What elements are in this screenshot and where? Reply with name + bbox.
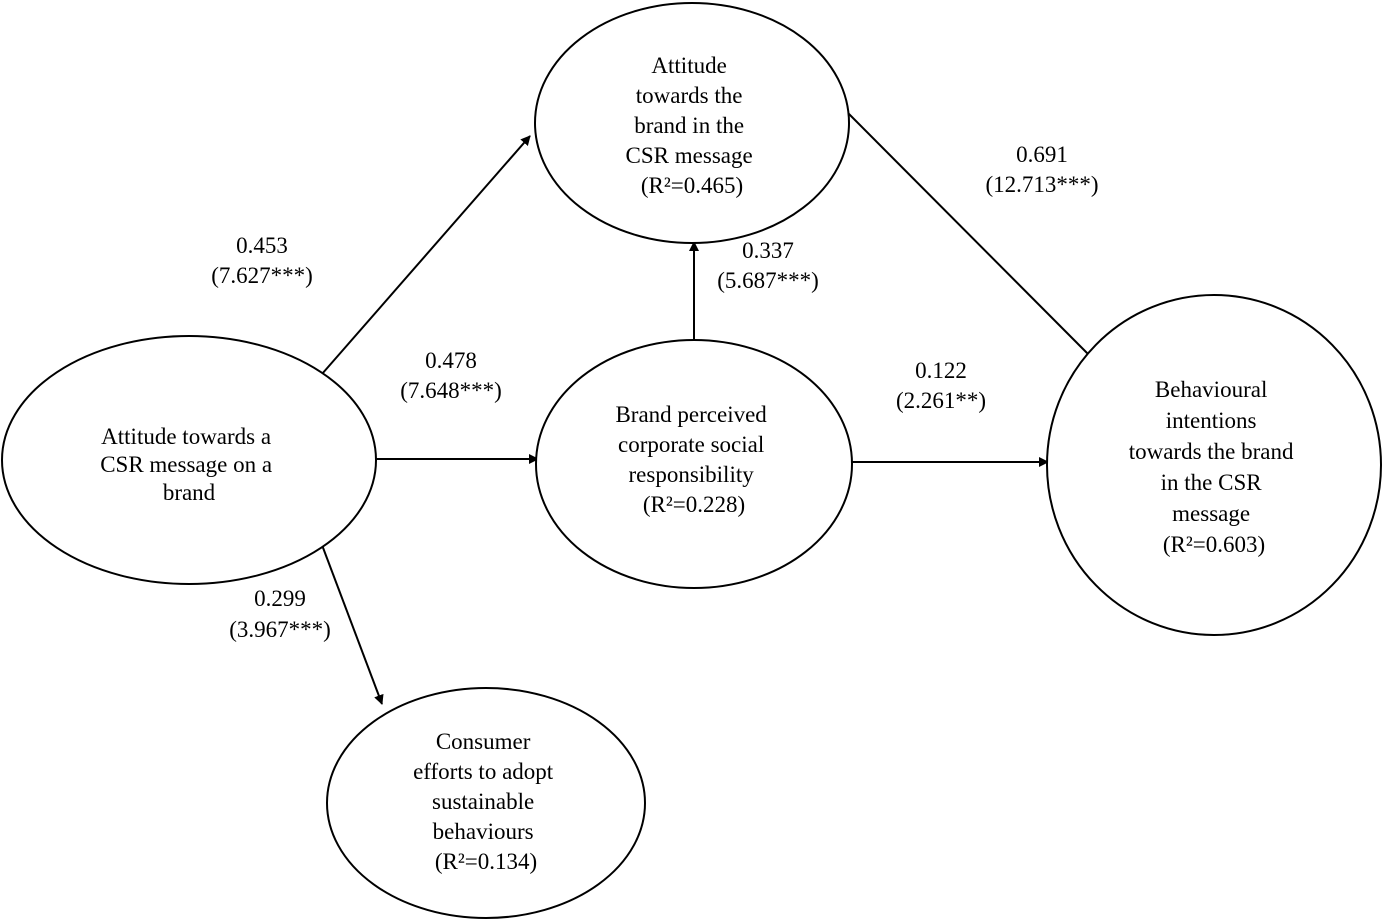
node-label-line: intentions	[1166, 408, 1257, 433]
node-csr-message-attitude: Attitude towards a CSR message on a bran…	[1, 335, 377, 585]
edge-csr-to-consumer-efforts	[321, 544, 384, 705]
path-coefficient: 0.299	[254, 586, 306, 611]
edge-brand-attitude-to-intentions	[847, 112, 1095, 361]
edge-csr-to-brand-attitude	[321, 135, 531, 375]
node-label-line: CSR message on a	[100, 452, 272, 477]
node-label-line: brand	[163, 480, 216, 505]
t-statistic: (2.261**)	[896, 388, 986, 413]
node-label-line: CSR message	[626, 143, 753, 168]
node-label-line: Consumer	[436, 729, 531, 754]
edge-label-perceived-csr-to-intentions: 0.122 (2.261**)	[896, 358, 986, 413]
svg-text:Consumer efforts to adop: Consumer efforts to adopt sustainable be…	[413, 729, 559, 874]
node-label-line: Attitude	[651, 53, 726, 78]
t-statistic: (7.648***)	[400, 378, 502, 403]
node-label-line: (R²=0.603)	[1163, 532, 1265, 557]
edge-label-csr-to-brand-attitude: 0.453 (7.627***)	[211, 233, 313, 288]
path-coefficient: 0.691	[1016, 142, 1068, 167]
node-brand-perceived-csr: Brand perceived corporate social respons…	[535, 339, 853, 589]
node-label-line: (R²=0.134)	[435, 849, 537, 874]
t-statistic: (5.687***)	[717, 268, 819, 293]
node-label-line: Behavioural	[1155, 377, 1267, 402]
node-consumer-efforts: Consumer efforts to adopt sustainable be…	[326, 687, 646, 919]
node-label-line: sustainable	[432, 789, 534, 814]
path-coefficient: 0.478	[425, 348, 477, 373]
edge-label-brand-attitude-to-intentions: 0.691 (12.713***)	[985, 142, 1098, 197]
svg-text:Attitude towards the: Attitude towards the brand in the CSR me…	[626, 53, 759, 198]
node-label-line: corporate social	[618, 432, 764, 457]
svg-text:Brand perceived corporat: Brand perceived corporate social respons…	[615, 402, 772, 517]
node-behavioural-intentions: Behavioural intentions towards the brand…	[1046, 294, 1382, 636]
node-label-line: behaviours	[433, 819, 534, 844]
node-label-line: Attitude towards a	[101, 424, 271, 449]
node-brand-attitude: Attitude towards the brand in the CSR me…	[534, 2, 850, 244]
edge-label-csr-to-perceived-csr: 0.478 (7.648***)	[400, 348, 502, 403]
node-label-line: towards the	[636, 83, 743, 108]
path-coefficient: 0.122	[915, 358, 967, 383]
node-label-line: towards the brand	[1129, 439, 1294, 464]
node-label-line: (R²=0.228)	[643, 492, 745, 517]
node-label-line: responsibility	[629, 462, 755, 487]
node-label-line: in the CSR	[1161, 470, 1263, 495]
node-label-line: brand in the	[634, 113, 744, 138]
svg-text:Attitude towards a CSR m: Attitude towards a CSR message on a bran…	[100, 424, 278, 505]
t-statistic: (7.627***)	[211, 263, 313, 288]
node-label-line: Brand perceived	[615, 402, 767, 427]
t-statistic: (3.967***)	[229, 617, 331, 642]
node-label-line: message	[1172, 501, 1250, 526]
node-label-line: (R²=0.465)	[641, 173, 743, 198]
edge-label-perceived-csr-to-brand-attitude: 0.337 (5.687***)	[717, 238, 819, 293]
t-statistic: (12.713***)	[985, 172, 1098, 197]
node-label-line: efforts to adopt	[413, 759, 554, 784]
edge-label-csr-to-consumer-efforts: 0.299 (3.967***)	[229, 586, 331, 642]
svg-text:Behavioural intentions: Behavioural intentions towards the brand…	[1129, 377, 1300, 557]
path-coefficient: 0.453	[236, 233, 288, 258]
path-coefficient: 0.337	[742, 238, 794, 263]
